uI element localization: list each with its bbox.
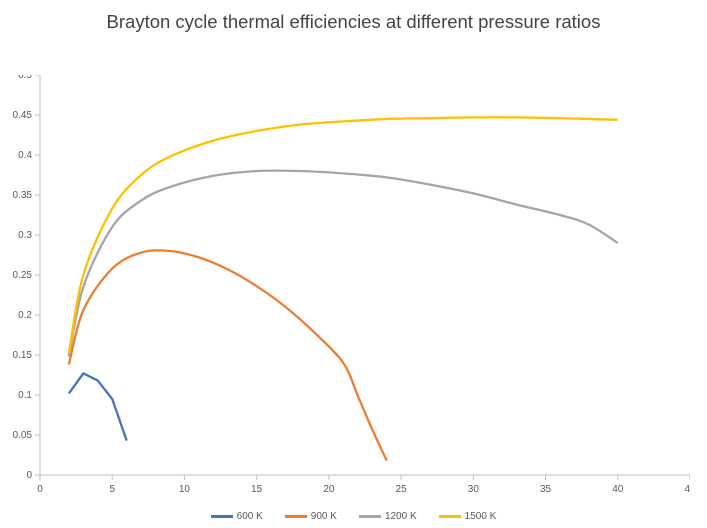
y-tick-label: 0 — [26, 470, 32, 481]
y-tick-label: 0.15 — [13, 350, 33, 361]
series-line — [69, 250, 387, 460]
legend-swatch — [285, 515, 307, 517]
legend-swatch — [359, 515, 381, 517]
chart-title: Brayton cycle thermal efficiencies at di… — [0, 0, 707, 33]
y-tick-label: 0.3 — [18, 230, 32, 241]
series-line — [69, 373, 127, 440]
x-tick-label: 25 — [396, 484, 408, 495]
x-tick-label: 45 — [684, 484, 690, 495]
legend-label: 600 K — [237, 511, 263, 522]
x-tick-label: 10 — [179, 484, 191, 495]
y-tick-label: 0.25 — [13, 270, 33, 281]
x-tick-label: 20 — [323, 484, 335, 495]
x-tick-label: 30 — [468, 484, 480, 495]
legend-swatch — [439, 515, 461, 517]
legend-item: 1200 K — [359, 511, 417, 522]
legend-label: 1500 K — [465, 511, 497, 522]
y-tick-label: 0.1 — [18, 390, 32, 401]
legend-item: 1500 K — [439, 511, 497, 522]
y-tick-label: 0.35 — [13, 190, 33, 201]
legend-swatch — [211, 515, 233, 517]
legend-label: 900 K — [311, 511, 337, 522]
y-tick-label: 0.45 — [13, 110, 33, 121]
plot-svg: 0 0.05 0.1 0.15 0.2 0.25 0.3 0.35 0.4 0.45 0.5 0 5 10… — [0, 75, 690, 525]
legend: 600 K 900 K 1200 K 1500 K — [0, 511, 707, 522]
x-tick-label: 0 — [37, 484, 43, 495]
x-tick-label: 35 — [540, 484, 552, 495]
y-tick-label: 0.4 — [18, 150, 32, 161]
y-tick-label: 0.05 — [13, 430, 33, 441]
y-tick-label: 0.2 — [18, 310, 32, 321]
chart-container: Brayton cycle thermal efficiencies at di… — [0, 0, 707, 528]
legend-label: 1200 K — [385, 511, 417, 522]
legend-item: 900 K — [285, 511, 337, 522]
legend-item: 600 K — [211, 511, 263, 522]
x-tick-label: 15 — [251, 484, 263, 495]
series-line — [69, 171, 618, 357]
x-tick-label: 40 — [612, 484, 624, 495]
y-tick-label: 0.5 — [18, 75, 32, 81]
series-line — [69, 117, 618, 353]
x-tick-label: 5 — [109, 484, 115, 495]
